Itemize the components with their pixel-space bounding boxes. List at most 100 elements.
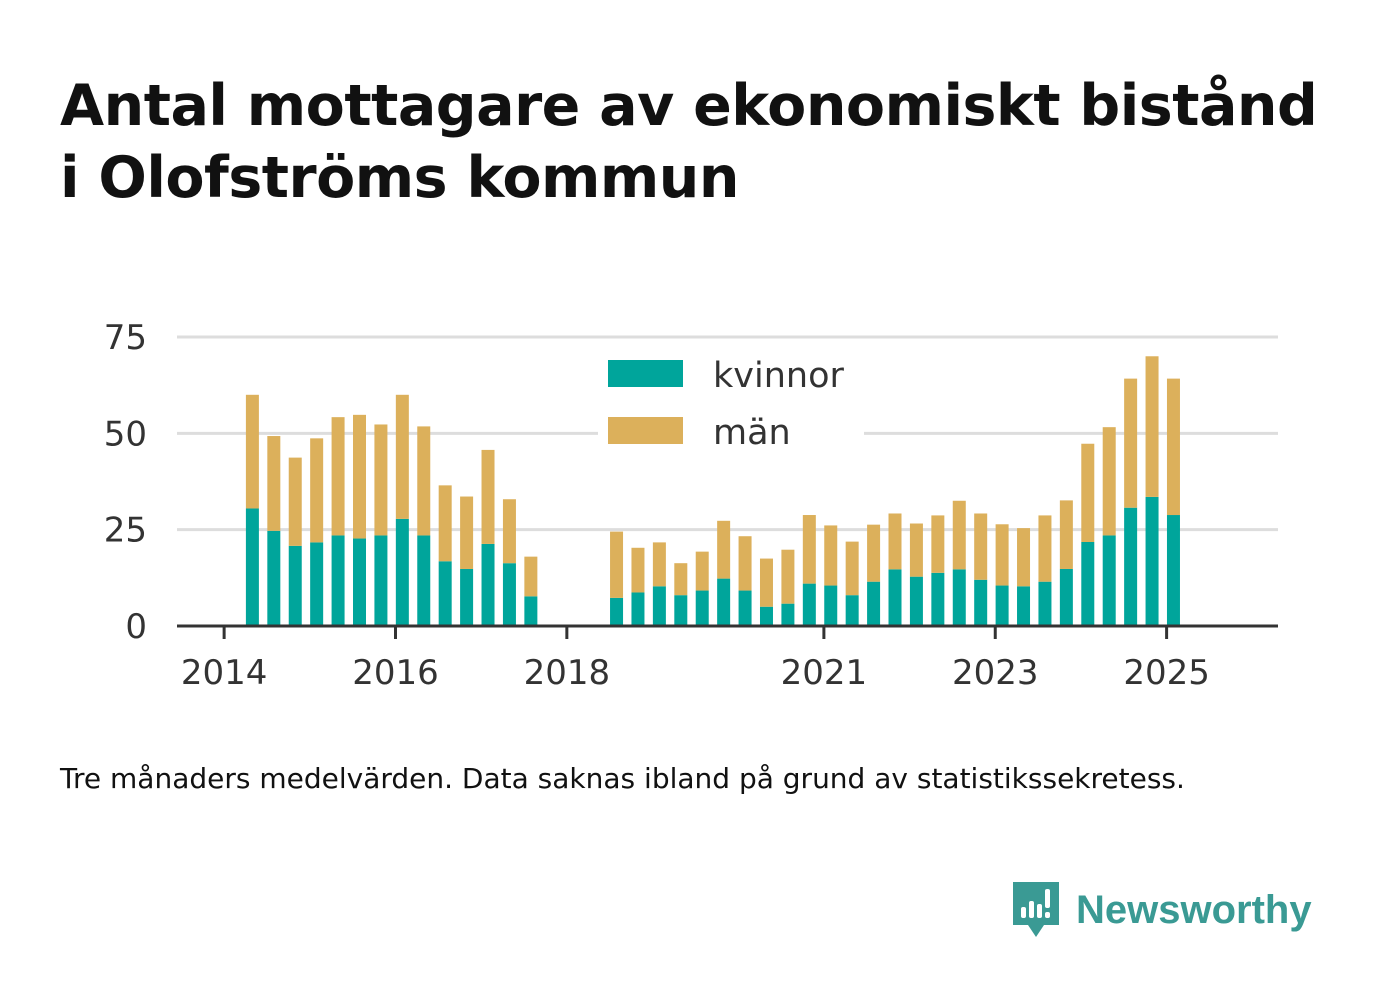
- bar-man: [995, 524, 1009, 586]
- bar-man: [1081, 443, 1095, 542]
- y-tick-label: 75: [104, 318, 147, 358]
- bar-man: [1059, 500, 1073, 569]
- bar-man: [717, 520, 731, 579]
- bar-kvinnor: [438, 561, 452, 626]
- bar-kvinnor: [1166, 515, 1180, 626]
- bar-man: [909, 523, 923, 577]
- bar-man: [288, 457, 302, 546]
- legend-label-man: män: [713, 413, 791, 453]
- bar-kvinnor: [759, 606, 773, 626]
- x-tick-label: 2014: [181, 653, 268, 693]
- bar-man: [310, 438, 324, 543]
- newsworthy-logo-icon: [1013, 882, 1059, 937]
- bar-man: [888, 513, 902, 570]
- bar-kvinnor: [267, 530, 281, 626]
- bar-man: [738, 536, 752, 591]
- bar-man: [952, 500, 966, 570]
- bar-man: [1038, 515, 1052, 582]
- bar-man: [395, 394, 409, 519]
- x-tick-label: 2016: [352, 653, 439, 693]
- legend-swatch-man: [608, 417, 683, 444]
- bar-man: [331, 417, 345, 536]
- bar-kvinnor: [245, 508, 259, 626]
- bar-kvinnor: [652, 586, 666, 626]
- bar-kvinnor: [460, 568, 474, 626]
- bar-man: [781, 549, 795, 604]
- bar-kvinnor: [1081, 541, 1095, 626]
- bar-man: [374, 424, 388, 536]
- axes: 0 25 50 75 2014 2016 2018 2021 2023 2025: [104, 318, 1278, 693]
- bar-man: [631, 547, 645, 593]
- bar-man: [802, 515, 816, 584]
- bar-kvinnor: [417, 535, 431, 626]
- bar-man: [481, 449, 495, 544]
- bar-kvinnor: [909, 576, 923, 626]
- bar-kvinnor: [717, 578, 731, 626]
- bar-kvinnor: [1059, 568, 1073, 626]
- bar-kvinnor: [631, 592, 645, 626]
- x-tick-label: 2021: [781, 653, 868, 693]
- bar-kvinnor: [738, 590, 752, 626]
- page-title: Antal mottagare av ekonomiskt bistånd i …: [60, 73, 1318, 211]
- x-tick-label: 2025: [1123, 653, 1210, 693]
- bar-man: [674, 563, 688, 596]
- bar-kvinnor: [481, 543, 495, 626]
- legend: kvinnor män: [598, 348, 864, 453]
- bar-kvinnor: [974, 579, 988, 626]
- bar-man: [524, 556, 538, 597]
- bar-man: [610, 531, 624, 598]
- bar-man: [267, 436, 281, 531]
- bar-kvinnor: [1017, 586, 1031, 626]
- bar-kvinnor: [867, 581, 881, 626]
- bar-kvinnor: [695, 590, 709, 626]
- newsworthy-logo: Newsworthy: [1010, 878, 1312, 942]
- bar-kvinnor: [1102, 535, 1116, 626]
- bar-kvinnor: [502, 563, 516, 626]
- bar-kvinnor: [888, 569, 902, 626]
- bar-kvinnor: [824, 585, 838, 626]
- bar-man: [1145, 356, 1159, 497]
- bar-kvinnor: [781, 603, 795, 626]
- bars: [245, 356, 1180, 626]
- y-tick-label: 50: [104, 414, 147, 454]
- chart-caption: Tre månaders medelvärden. Data saknas ib…: [60, 762, 1185, 795]
- bar-man: [417, 426, 431, 536]
- bar-kvinnor: [331, 535, 345, 626]
- bar-man: [245, 394, 259, 509]
- bar-kvinnor: [610, 597, 624, 626]
- bar-kvinnor: [310, 542, 324, 626]
- bar-man: [502, 499, 516, 564]
- bar-kvinnor: [674, 595, 688, 626]
- brand-name: Newsworthy: [1076, 887, 1312, 932]
- bar-kvinnor: [1145, 496, 1159, 626]
- bar-man: [1124, 378, 1138, 508]
- y-tick-label: 25: [104, 511, 147, 551]
- bar-man: [460, 496, 474, 569]
- bar-man: [931, 515, 945, 573]
- bar-man: [1017, 528, 1031, 587]
- bar-kvinnor: [802, 583, 816, 626]
- x-tick-label: 2023: [952, 653, 1039, 693]
- x-tick-label: 2018: [524, 653, 611, 693]
- bar-kvinnor: [524, 596, 538, 626]
- bar-man: [867, 524, 881, 582]
- bar-man: [974, 513, 988, 580]
- bar-kvinnor: [952, 569, 966, 626]
- legend-label-kvinnor: kvinnor: [713, 356, 844, 396]
- legend-swatch-kvinnor: [608, 360, 683, 387]
- bar-kvinnor: [995, 585, 1009, 626]
- bar-man: [824, 525, 838, 586]
- bar-kvinnor: [353, 538, 367, 626]
- bar-kvinnor: [1124, 507, 1138, 626]
- bar-man: [845, 541, 859, 596]
- bar-man: [759, 558, 773, 607]
- bar-kvinnor: [374, 535, 388, 626]
- bar-kvinnor: [931, 572, 945, 626]
- bar-kvinnor: [1038, 581, 1052, 626]
- y-tick-label: 0: [125, 607, 147, 647]
- bar-man: [695, 551, 709, 591]
- bar-kvinnor: [288, 545, 302, 626]
- bar-kvinnor: [395, 518, 409, 626]
- bar-man: [652, 542, 666, 587]
